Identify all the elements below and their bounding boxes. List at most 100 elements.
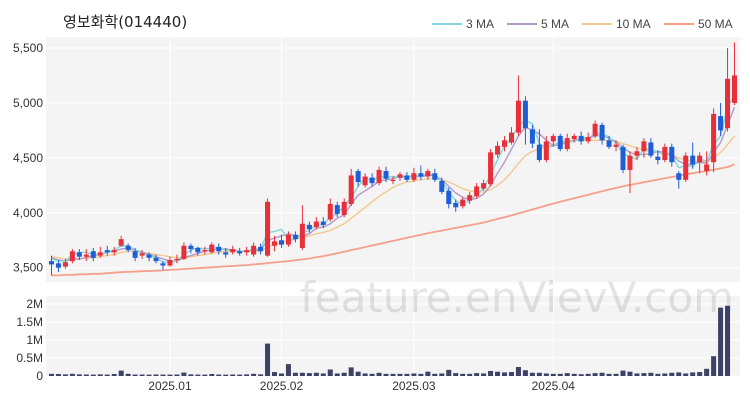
candle-body (495, 145, 501, 155)
volume-bar (160, 374, 166, 376)
candle-body (320, 221, 326, 225)
volume-bar (146, 374, 152, 376)
volume-bar (648, 372, 654, 376)
chart-title: 영보화학(014440) (63, 13, 187, 31)
candle-body (181, 245, 187, 259)
volume-bar (83, 374, 89, 376)
candle-body (620, 146, 626, 170)
volume-bar (265, 343, 271, 376)
volume-bar (613, 373, 619, 376)
candle-body (118, 239, 124, 246)
grid-lines (46, 37, 740, 377)
date-tick-label: 2025.01 (148, 379, 192, 393)
volume-bar (508, 372, 514, 376)
volume-bar (439, 373, 445, 376)
volume-bar (62, 374, 68, 376)
candle-body (278, 240, 284, 245)
volume-bar (543, 373, 549, 376)
candle-body (676, 173, 682, 180)
candle-body (62, 262, 68, 267)
candle-body (285, 234, 291, 245)
volume-bar (383, 373, 389, 376)
candle-body (564, 138, 570, 150)
candle-body (585, 136, 591, 142)
volume-bar (704, 368, 710, 376)
candle-body (432, 173, 438, 180)
volume-bar (571, 373, 577, 376)
volume-bar (341, 372, 347, 376)
candle-body (327, 203, 333, 220)
price-tick-label: 5,500 (13, 41, 43, 55)
candle-body (244, 250, 250, 253)
volume-bar (606, 373, 612, 376)
volume-bar (718, 307, 724, 376)
volume-bar (69, 373, 75, 376)
date-tick-label: 2025.02 (260, 379, 304, 393)
candle-body (711, 113, 717, 163)
volume-bar (376, 372, 382, 376)
volume-bar (313, 372, 319, 376)
candle-body (522, 100, 528, 129)
candle-body (195, 247, 201, 253)
volume-bar (502, 372, 508, 376)
candle-body (153, 257, 159, 262)
volume-bar (425, 371, 431, 376)
candle-body (732, 75, 738, 103)
candle-body (292, 234, 298, 240)
candle-body (383, 171, 389, 179)
volume-bar (174, 374, 180, 376)
volume-bar (418, 373, 424, 376)
legend: 3 MA 5 MA 10 MA 50 MA (432, 17, 733, 31)
volume-bar (230, 374, 236, 376)
candle-body (592, 123, 598, 136)
volume-bar (529, 372, 535, 376)
candle-body (683, 155, 689, 180)
price-tick-label: 3,500 (13, 261, 43, 275)
volume-bar (278, 373, 284, 376)
volume-bar (167, 374, 173, 376)
candle-body (139, 253, 145, 256)
candle-body (334, 205, 340, 214)
candle-body (104, 250, 110, 253)
candle-body (362, 176, 368, 186)
volume-bar (634, 373, 640, 376)
candle-body (390, 179, 396, 182)
candle-body (690, 155, 696, 165)
volume-bar (209, 374, 215, 376)
candle-body (460, 199, 466, 207)
legend-label-5ma: 5 MA (541, 17, 569, 31)
price-tick-label: 4,500 (13, 151, 43, 165)
volume-bar (690, 372, 696, 376)
volume-bar (515, 367, 521, 376)
volume-bar (292, 372, 298, 376)
volume-bar (76, 374, 82, 376)
candle-body (557, 135, 563, 150)
volume-bar (481, 373, 487, 376)
candle-body (216, 246, 222, 252)
volume-bar (188, 374, 194, 376)
price-tick-label: 5,000 (13, 96, 43, 110)
volume-bar (522, 370, 528, 376)
volume-bar (641, 373, 647, 376)
candle-body (265, 201, 271, 256)
volume-bar (536, 372, 542, 376)
volume-bar (620, 370, 626, 376)
legend-label-50ma: 50 MA (698, 17, 733, 31)
price-tick-label: 4,000 (13, 206, 43, 220)
candle-body (697, 155, 703, 163)
candle-body (55, 263, 61, 268)
candle-body (299, 223, 305, 248)
candle-body (69, 251, 75, 262)
candle-body (202, 250, 208, 252)
candle-body (132, 251, 138, 258)
candle-body (209, 244, 215, 253)
candle-body (223, 252, 229, 255)
candle-body (90, 251, 96, 258)
volume-bar (216, 374, 222, 376)
volume-bar (711, 356, 717, 376)
legend-label-3ma: 3 MA (466, 17, 494, 31)
volume-tick-label: 1M (26, 333, 43, 347)
candle-body (167, 260, 173, 266)
price-panel-background (46, 37, 740, 282)
